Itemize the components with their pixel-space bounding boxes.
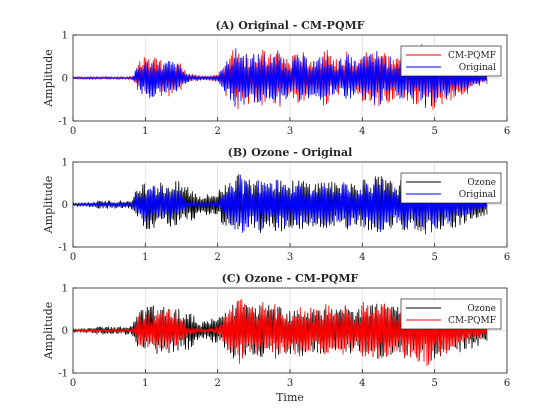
legend-label: Original xyxy=(459,190,496,200)
y-axis-label: Amplitude xyxy=(42,302,55,361)
x-tick-label: 0 xyxy=(70,378,76,389)
legend-label: Original xyxy=(459,63,496,73)
chart-panel-3: 0 1 2 3 4 5 610-1(C) Ozone - CM-PQMFAmplitudeT… xyxy=(42,272,510,404)
legend-box xyxy=(400,172,502,204)
y-tick-label: 0 xyxy=(62,74,68,85)
legend-box xyxy=(400,298,502,330)
y-tick-label: 0 xyxy=(62,326,68,337)
x-tick-label: 4 xyxy=(359,126,365,137)
chart-panel-2: 0 1 2 3 4 5 610-1(B) Ozone - OriginalAmplitude… xyxy=(42,146,510,263)
x-tick-label: 3 xyxy=(287,378,293,389)
x-tick-label: 5 xyxy=(431,378,437,389)
x-tick-label: 0 xyxy=(70,252,76,263)
x-tick-label: 6 xyxy=(504,252,510,263)
y-tick-label: 1 xyxy=(62,31,68,42)
y-tick-label: 1 xyxy=(62,284,68,295)
x-tick-label: 5 xyxy=(431,126,437,137)
series-line-original xyxy=(72,48,488,108)
x-axis-label: Time xyxy=(276,391,304,404)
legend: Ozone Original xyxy=(400,172,502,204)
x-tick-label: 2 xyxy=(214,126,220,137)
x-tick-label: 3 xyxy=(287,252,293,263)
legend-label: CM-PQMF xyxy=(448,51,496,61)
y-tick-label: 0 xyxy=(62,200,68,211)
chart-panel-1: 0 1 2 3 4 5 610-1(A) Original - CM-PQMFAmplitu… xyxy=(42,19,510,137)
series-line-original xyxy=(72,174,488,235)
x-tick-label: 0 xyxy=(70,126,76,137)
legend-box xyxy=(400,45,502,77)
y-tick-label: -1 xyxy=(58,117,68,128)
x-tick-label: 5 xyxy=(431,252,437,263)
y-axis-label: Amplitude xyxy=(42,176,55,235)
x-tick-label: 3 xyxy=(287,126,293,137)
x-tick-label: 1 xyxy=(142,126,148,137)
legend: CM-PQMF Original xyxy=(400,45,502,77)
x-tick-label: 4 xyxy=(359,378,365,389)
chart-title: (C) Ozone - CM-PQMF xyxy=(222,272,359,285)
series-line-ozone xyxy=(72,174,488,233)
y-tick-label: -1 xyxy=(58,369,68,380)
legend: Ozone CM-PQMF xyxy=(400,298,502,330)
x-tick-label: 1 xyxy=(142,252,148,263)
x-tick-label: 6 xyxy=(504,126,510,137)
y-tick-label: 1 xyxy=(62,158,68,169)
y-tick-label: -1 xyxy=(58,243,68,254)
x-tick-label: 2 xyxy=(214,252,220,263)
x-tick-label: 2 xyxy=(214,378,220,389)
legend-label: CM-PQMF xyxy=(448,316,496,326)
legend-label: Ozone xyxy=(467,304,496,314)
x-tick-label: 6 xyxy=(504,378,510,389)
x-tick-label: 1 xyxy=(142,378,148,389)
legend-label: Ozone xyxy=(467,178,496,188)
y-axis-label: Amplitude xyxy=(42,49,55,108)
chart-title: (B) Ozone - Original xyxy=(228,146,353,159)
x-tick-label: 4 xyxy=(359,252,365,263)
series-line-cm-pqmf xyxy=(72,299,488,367)
chart-title: (A) Original - CM-PQMF xyxy=(215,19,364,32)
